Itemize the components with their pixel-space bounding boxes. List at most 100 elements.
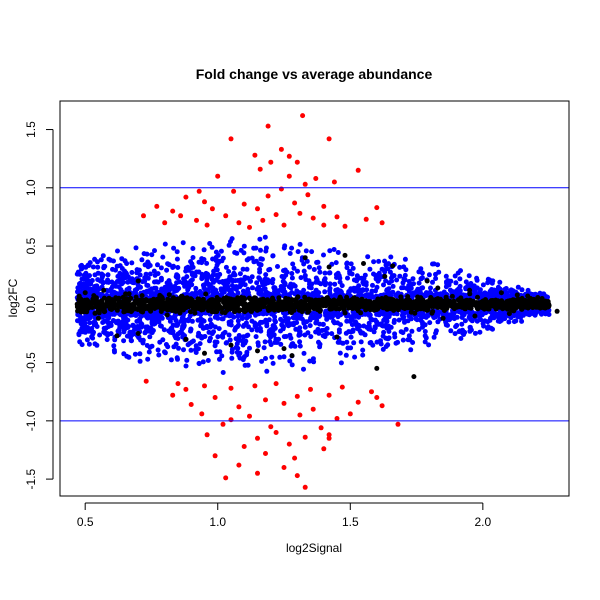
scatter-point [448, 278, 454, 284]
scatter-point [392, 331, 398, 337]
scatter-point [251, 245, 257, 251]
scatter-point [84, 326, 90, 332]
scatter-point [379, 304, 385, 310]
scatter-point [412, 310, 418, 316]
scatter-point [390, 283, 396, 289]
scatter-point [135, 331, 141, 336]
scatter-point [381, 317, 387, 323]
scatter-point [282, 314, 288, 320]
scatter-point [374, 395, 380, 400]
scatter-point [133, 245, 139, 251]
scatter-point [290, 261, 296, 267]
scatter-point [206, 308, 211, 313]
scatter-point [89, 287, 95, 293]
scatter-point [82, 320, 88, 326]
scatter-point [337, 350, 343, 356]
scatter-point [175, 381, 181, 387]
scatter-point [305, 309, 311, 315]
scatter-point [360, 347, 366, 353]
scatter-point [332, 281, 338, 287]
scatter-point [313, 287, 319, 293]
scatter-point [102, 329, 108, 335]
scatter-point [190, 246, 196, 251]
scatter-point [183, 194, 189, 200]
scatter-point [468, 281, 474, 286]
scatter-point [80, 264, 86, 270]
scatter-point [353, 302, 359, 308]
scatter-point [220, 421, 226, 427]
scatter-point [147, 334, 153, 340]
scatter-point [281, 274, 287, 280]
scatter-point [95, 315, 101, 321]
scatter-point [193, 285, 199, 291]
scatter-point [231, 270, 237, 276]
scatter-point [276, 336, 282, 342]
scatter-point [281, 324, 286, 330]
scatter-point [233, 325, 239, 331]
scatter-point [262, 234, 268, 240]
scatter-point [463, 286, 469, 292]
scatter-point [210, 293, 216, 299]
scatter-point [317, 321, 323, 327]
scatter-point [347, 268, 353, 274]
scatter-point [183, 363, 189, 369]
scatter-point [447, 298, 453, 304]
scatter-point [418, 266, 424, 272]
scatter-point [426, 272, 432, 278]
scatter-point [243, 320, 249, 326]
scatter-point [226, 332, 232, 338]
scatter-point [397, 264, 403, 270]
scatter-point [179, 293, 185, 299]
scatter-point [535, 295, 541, 300]
scatter-point [401, 264, 407, 270]
scatter-point [355, 167, 361, 173]
scatter-point [199, 276, 205, 282]
scatter-point [95, 264, 101, 270]
scatter-point [531, 311, 537, 317]
scatter-point [116, 319, 122, 325]
scatter-point [122, 304, 128, 309]
scatter-point [281, 280, 287, 286]
scatter-point [126, 306, 132, 312]
scatter-point [263, 298, 269, 304]
scatter-point [528, 296, 534, 301]
scatter-point [126, 291, 132, 297]
scatter-point [321, 252, 326, 258]
y-axis-label: log2FC [6, 278, 20, 317]
scatter-point [363, 307, 369, 313]
scatter-point [212, 453, 218, 459]
scatter-point [379, 403, 385, 409]
scatter-point [185, 264, 191, 270]
scatter-point [258, 247, 263, 253]
scatter-point [458, 295, 464, 301]
scatter-point [176, 304, 182, 309]
scatter-point [302, 324, 308, 330]
scatter-point [401, 310, 407, 316]
scatter-point [97, 332, 103, 338]
scatter-point [214, 295, 220, 300]
scatter-point [286, 321, 292, 327]
scatter-point [315, 307, 320, 313]
scatter-point [166, 328, 172, 334]
scatter-point [112, 337, 118, 343]
scatter-point [315, 300, 321, 306]
scatter-point [467, 297, 473, 303]
scatter-point [273, 430, 279, 435]
scatter-point [219, 309, 225, 315]
scatter-point [196, 259, 202, 265]
scatter-point [544, 299, 549, 305]
scatter-point [366, 326, 372, 332]
scatter-point [405, 337, 411, 343]
scatter-point [286, 441, 292, 447]
scatter-point [327, 281, 333, 287]
scatter-point [264, 368, 270, 374]
scatter-point [322, 289, 328, 295]
scatter-point [280, 304, 286, 310]
scatter-point [164, 312, 170, 318]
scatter-point [130, 322, 136, 328]
scatter-point [395, 421, 401, 427]
x-tick-label: 1.5 [342, 515, 359, 529]
scatter-point [152, 248, 157, 254]
scatter-point [302, 294, 308, 300]
x-tick-label: 1.0 [209, 515, 226, 529]
